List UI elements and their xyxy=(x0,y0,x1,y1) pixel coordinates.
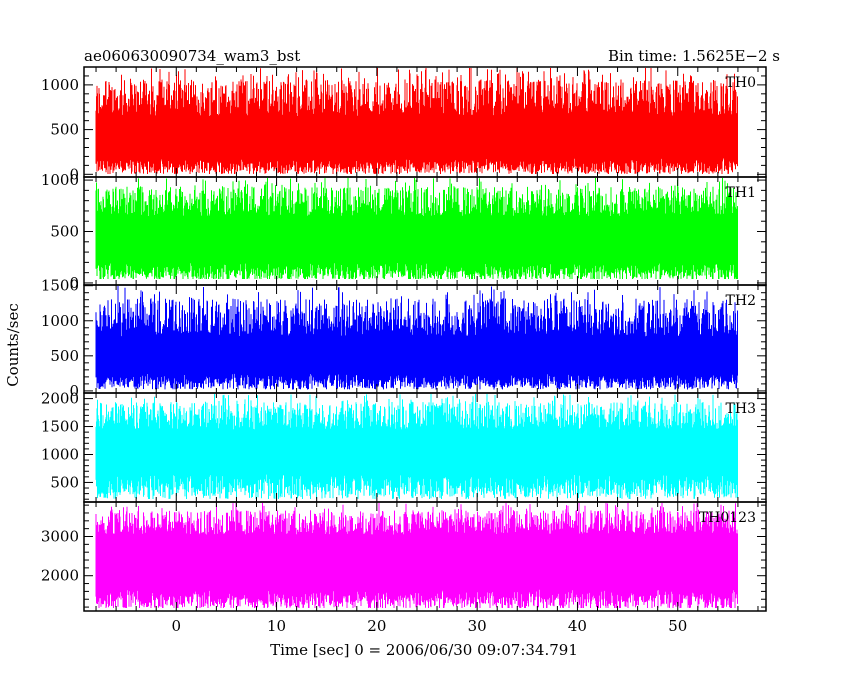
x-axis-label: Time [sec] 0 = 2006/06/30 09:07:34.791 xyxy=(270,641,578,659)
panel-frame xyxy=(83,501,767,612)
x-tick-label: 40 xyxy=(568,617,587,635)
y-tick-label: 1000 xyxy=(41,445,79,463)
x-tick-label: 10 xyxy=(267,617,286,635)
panel-label-th3: TH3 xyxy=(726,401,756,417)
x-tick-label: 30 xyxy=(468,617,487,635)
panel-th2: 0 500 1000 1500 TH2 xyxy=(41,277,767,400)
panel-label-th1: TH1 xyxy=(726,185,756,201)
series-line-th1 xyxy=(95,178,738,279)
series-line-th2 xyxy=(95,286,738,390)
x-tick-label: 0 xyxy=(171,617,181,635)
y-tick-label: 0 xyxy=(69,165,79,183)
y-axis-label: Counts/sec xyxy=(4,303,22,387)
y-tick-label: 500 xyxy=(50,473,79,491)
x-tick-label: 20 xyxy=(367,617,386,635)
x-tick-label: 50 xyxy=(668,617,687,635)
y-tick-label: 500 xyxy=(50,347,79,365)
y-tick-label: 1000 xyxy=(41,76,79,94)
panel-th1: 0 500 1000 TH1 xyxy=(41,171,767,292)
series-line-th3 xyxy=(95,394,738,499)
series-line-th0123 xyxy=(95,503,738,608)
panel-label-th2: TH2 xyxy=(726,293,756,309)
panel-th0: 0 500 1000 TH0 xyxy=(41,66,767,183)
y-tick-label: 3000 xyxy=(41,528,79,546)
y-tick-label: 2000 xyxy=(41,567,79,585)
y-tick-label: 500 xyxy=(50,223,79,241)
chart-title: ae060630090734_wam3_bst xyxy=(84,47,300,65)
panel-th0123: 2000 3000 TH0123 xyxy=(41,501,767,612)
series-line-th0 xyxy=(95,68,738,174)
y-tick-label: 0 xyxy=(69,382,79,400)
y-tick-label: 1000 xyxy=(41,312,79,330)
bin-time-label: Bin time: 1.5625E−2 s xyxy=(608,47,780,65)
panel-label-th0123: TH0123 xyxy=(699,510,756,526)
y-tick-label: 2000 xyxy=(41,390,79,408)
y-tick-label: 500 xyxy=(50,121,79,139)
y-tick-label: 1500 xyxy=(41,418,79,436)
panel-label-th0: TH0 xyxy=(726,75,756,91)
y-tick-label: 1000 xyxy=(41,171,79,189)
panel-th3: 500 1000 1500 2000 TH3 xyxy=(41,390,767,503)
y-tick-label: 0 xyxy=(69,274,79,292)
y-tick-label: 1500 xyxy=(41,277,79,295)
